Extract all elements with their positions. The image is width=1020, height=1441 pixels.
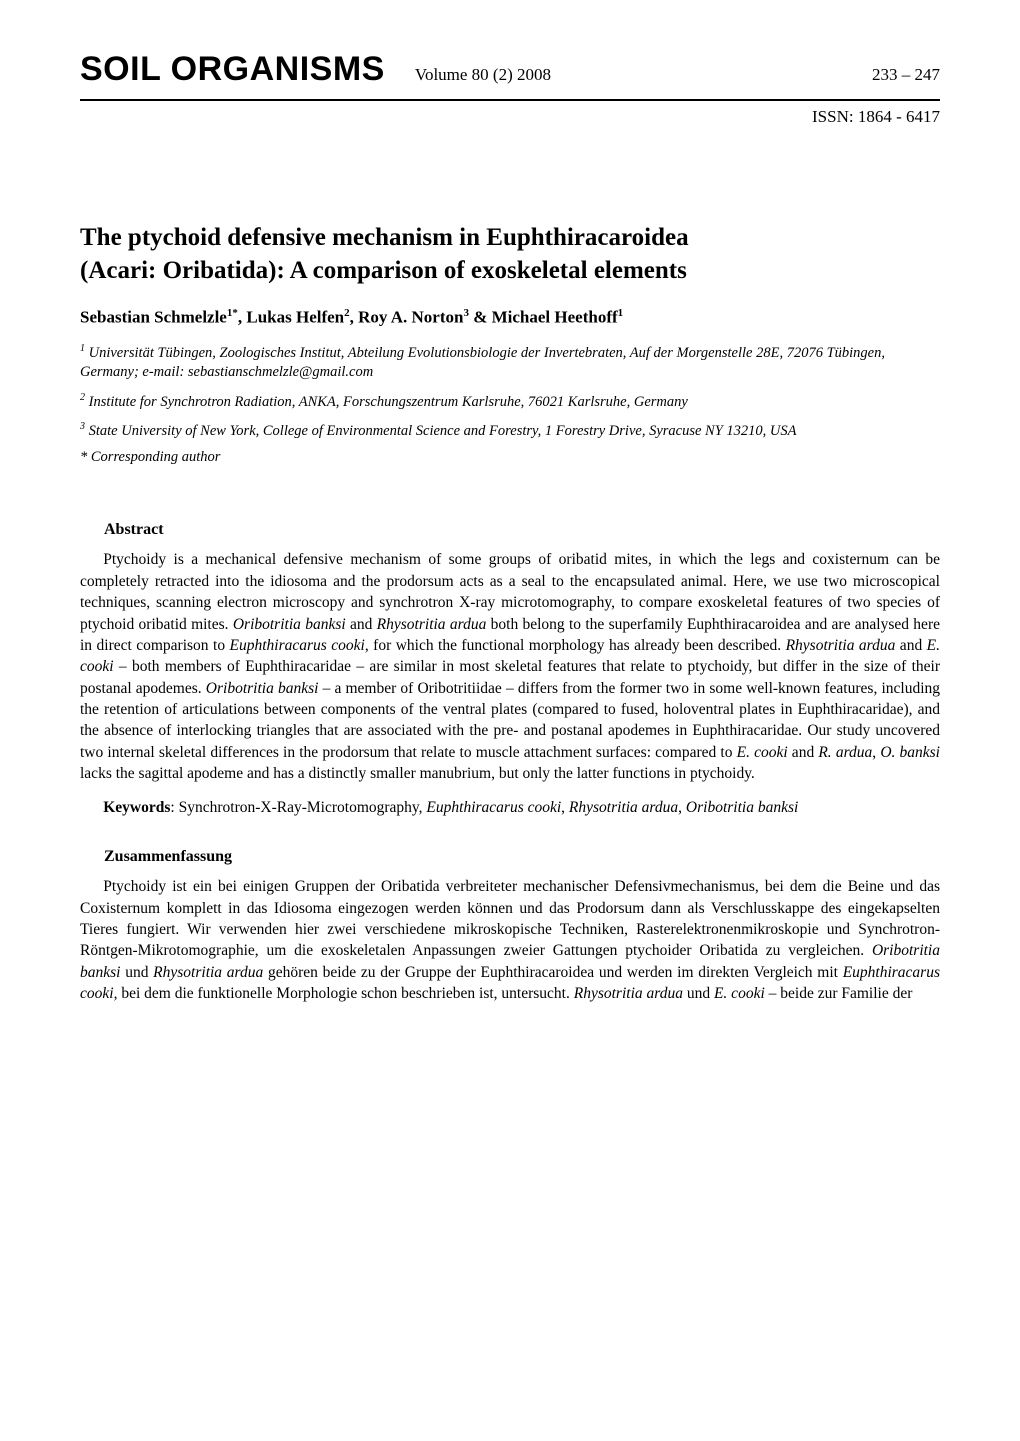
header-rule: [80, 99, 940, 101]
affiliation-3: 3 State University of New York, College …: [80, 420, 940, 441]
journal-title: SOIL ORGANISMS: [80, 50, 385, 89]
volume-info: Volume 80 (2) 2008: [415, 65, 872, 85]
page-range: 233 – 247: [872, 65, 940, 85]
abstract-text: Ptychoidy is a mechanical defensive mech…: [80, 549, 940, 784]
keywords-text: Synchrotron-X-Ray-Microtomography, Eupht…: [179, 799, 799, 816]
keywords-label: Keywords: [103, 799, 170, 816]
paper-title-line2: (Acari: Oribatida): A comparison of exos…: [80, 255, 940, 288]
corresponding-author-note: * Corresponding author: [80, 449, 940, 466]
author-list: Sebastian Schmelzle1*, Lukas Helfen2, Ro…: [80, 307, 940, 328]
keywords: Keywords: Synchrotron-X-Ray-Microtomogra…: [80, 797, 940, 819]
abstract-heading: Abstract: [80, 521, 940, 539]
zusammenfassung-heading: Zusammenfassung: [80, 848, 940, 866]
paper-title-line1: The ptychoid defensive mechanism in Euph…: [80, 222, 940, 255]
zusammenfassung-text: Ptychoidy ist ein bei einigen Gruppen de…: [80, 876, 940, 1004]
affiliation-2: 2 Institute for Synchrotron Radiation, A…: [80, 391, 940, 412]
issn: ISSN: 1864 - 6417: [80, 107, 940, 127]
header-row: SOIL ORGANISMS Volume 80 (2) 2008 233 – …: [80, 50, 940, 89]
affiliation-1: 1 Universität Tübingen, Zoologisches Ins…: [80, 342, 940, 383]
keywords-colon: :: [170, 799, 178, 816]
paper-title: The ptychoid defensive mechanism in Euph…: [80, 222, 940, 287]
